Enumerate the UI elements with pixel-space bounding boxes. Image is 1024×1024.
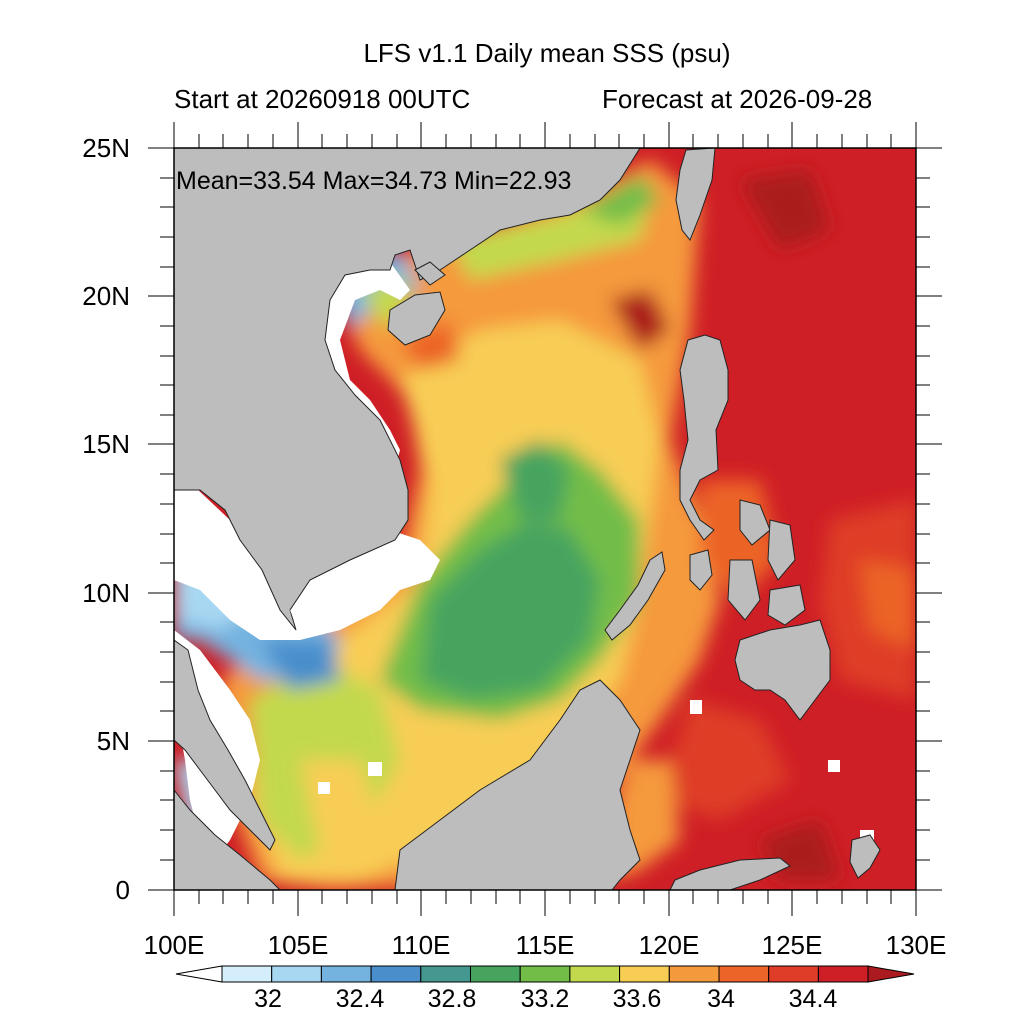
axis-ticks xyxy=(148,122,942,916)
salinity-field xyxy=(174,148,916,890)
colorbar-box xyxy=(768,965,819,983)
lon-tick-label: 110E xyxy=(391,930,451,960)
colorbar-box xyxy=(221,965,273,983)
lon-tick-label: 130E xyxy=(885,930,947,960)
forecast-time-label: Forecast at 2026-09-28 xyxy=(602,84,873,114)
lon-tick-label: 125E xyxy=(761,930,823,960)
colorbar-label: 32 xyxy=(254,985,282,1013)
colorbar-box xyxy=(470,965,521,983)
colorbar-box xyxy=(619,965,670,983)
colorbar-label: 33.2 xyxy=(520,985,570,1013)
map-title: LFS v1.1 Daily mean SSS (psu) xyxy=(363,38,731,68)
lat-tick-label: 10N xyxy=(82,578,130,608)
lat-tick-label: 25N xyxy=(82,133,130,163)
colorbar-box xyxy=(420,965,471,983)
colorbar xyxy=(175,965,915,983)
colorbar-box xyxy=(817,965,869,983)
lon-tick-label: 105E xyxy=(267,930,329,960)
colorbar-label: 32.8 xyxy=(427,985,477,1013)
lon-tick-label: 100E xyxy=(143,930,205,960)
lat-tick-label: 20N xyxy=(82,281,130,311)
colorbar-max-triangle xyxy=(867,965,915,983)
colorbar-box xyxy=(519,965,571,983)
colorbar-box xyxy=(370,965,422,983)
colorbar-box xyxy=(668,965,720,983)
colorbar-box xyxy=(718,965,770,983)
start-time-label: Start at 20260918 00UTC xyxy=(174,84,471,114)
colorbar-box xyxy=(320,965,372,983)
colorbar-label: 33.6 xyxy=(612,985,662,1013)
colorbar-box xyxy=(271,965,322,983)
colorbar-min-triangle xyxy=(175,965,223,983)
lat-tick-label: 0 xyxy=(115,875,130,905)
lon-tick-label: 115E xyxy=(515,930,575,960)
colorbar-label: 32.4 xyxy=(335,985,385,1013)
colorbar-label: 34 xyxy=(707,985,735,1013)
colorbar-label: 34.4 xyxy=(788,985,838,1013)
stats-label: Mean=33.54 Max=34.73 Min=22.93 xyxy=(176,167,571,195)
lat-tick-label: 5N xyxy=(96,726,130,756)
lon-tick-label: 120E xyxy=(638,930,700,960)
colorbar-box xyxy=(569,965,621,983)
lat-tick-label: 15N xyxy=(82,429,130,459)
